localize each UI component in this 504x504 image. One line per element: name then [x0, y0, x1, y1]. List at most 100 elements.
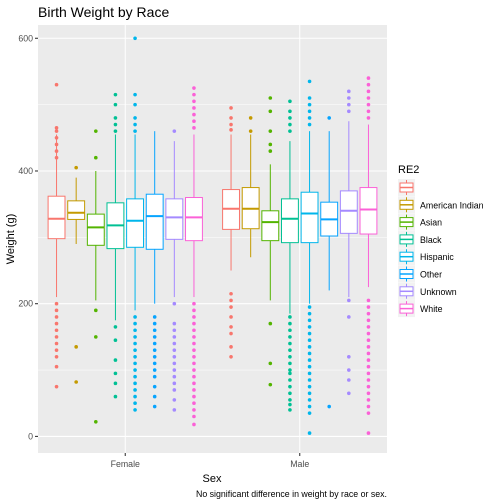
- legend-label: Black: [420, 235, 442, 245]
- outlier-point: [288, 335, 292, 339]
- outlier-point: [229, 128, 233, 132]
- outlier-point: [133, 388, 137, 392]
- outlier-point: [307, 371, 312, 376]
- outlier-point: [54, 142, 59, 147]
- legend-key: Hispanic: [398, 248, 454, 266]
- x-axis: Female Male: [111, 453, 309, 469]
- outlier-point: [268, 361, 273, 366]
- series-group: [86, 96, 280, 424]
- outlier-point: [54, 328, 59, 333]
- outlier-point: [366, 384, 371, 389]
- outlier-point: [347, 391, 351, 396]
- outlier-point: [192, 328, 196, 333]
- outlier-point: [307, 122, 312, 127]
- outlier-point: [133, 116, 137, 120]
- outlier-point: [366, 325, 371, 329]
- y-tick-label: 400: [18, 166, 33, 176]
- outlier-point: [366, 391, 371, 396]
- series-group: [47, 82, 240, 389]
- outlier-point: [113, 116, 118, 120]
- outlier-point: [307, 345, 312, 349]
- outlier-point: [54, 321, 59, 326]
- series-group: [165, 89, 358, 412]
- outlier-point: [192, 119, 196, 124]
- outlier-point: [268, 382, 273, 387]
- outlier-point: [113, 338, 118, 342]
- outlier-point: [172, 328, 177, 333]
- outlier-point: [307, 305, 312, 309]
- outlier-point: [192, 99, 196, 104]
- outlier-point: [172, 341, 177, 346]
- outlier-point: [152, 341, 157, 346]
- outlier-point: [94, 129, 98, 133]
- outlier-point: [192, 308, 196, 313]
- outlier-point: [288, 122, 292, 127]
- outlier-point: [172, 388, 177, 392]
- outlier-point: [54, 315, 59, 319]
- outlier-point: [113, 381, 118, 386]
- outlier-point: [133, 368, 137, 372]
- box: [47, 195, 66, 240]
- outlier-point: [54, 341, 59, 346]
- outlier-point: [288, 315, 292, 319]
- outlier-point: [366, 298, 371, 303]
- outlier-point: [172, 321, 177, 326]
- outlier-point: [113, 325, 118, 329]
- outlier-point: [152, 368, 157, 372]
- outlier-point: [307, 116, 312, 120]
- outlier-point: [366, 358, 371, 362]
- outlier-point: [366, 371, 371, 376]
- box: [300, 191, 319, 244]
- chart-title: Birth Weight by Race: [38, 4, 169, 20]
- outlier-point: [268, 96, 273, 100]
- outlier-point: [229, 305, 233, 309]
- outlier-point: [366, 305, 371, 309]
- box-series: [47, 36, 378, 435]
- outlier-point: [366, 398, 371, 402]
- legend-key: Other: [398, 265, 442, 283]
- outlier-point: [74, 345, 78, 349]
- outlier-point: [366, 364, 371, 369]
- outlier-point: [113, 102, 118, 107]
- outlier-point: [192, 361, 196, 366]
- series-group: [145, 116, 339, 409]
- outlier-point: [366, 76, 371, 80]
- outlier-point: [192, 422, 196, 427]
- outlier-point: [229, 331, 233, 336]
- outlier-point: [307, 431, 312, 435]
- legend-key: White: [398, 300, 443, 318]
- outlier-point: [366, 318, 371, 323]
- legend-title: RE2: [398, 164, 419, 176]
- outlier-point: [133, 92, 137, 97]
- outlier-point: [133, 348, 137, 352]
- outlier-point: [172, 129, 177, 133]
- outlier-point: [268, 142, 273, 147]
- outlier-point: [366, 89, 371, 94]
- outlier-point: [152, 348, 157, 352]
- outlier-point: [133, 374, 137, 379]
- outlier-point: [366, 109, 371, 114]
- outlier-point: [133, 408, 137, 412]
- outlier-point: [152, 404, 157, 409]
- outlier-point: [268, 321, 273, 326]
- outlier-point: [366, 351, 371, 356]
- outlier-point: [307, 102, 312, 107]
- box: [145, 193, 164, 250]
- outlier-point: [347, 378, 351, 382]
- outlier-point: [152, 394, 157, 399]
- outlier-point: [307, 398, 312, 402]
- outlier-point: [327, 116, 331, 120]
- outlier-point: [229, 345, 233, 349]
- outlier-point: [94, 420, 98, 424]
- outlier-point: [366, 411, 371, 415]
- outlier-point: [133, 315, 137, 319]
- outlier-point: [192, 388, 196, 392]
- outlier-point: [54, 155, 59, 160]
- outlier-point: [133, 129, 137, 133]
- outlier-point: [113, 129, 118, 133]
- outlier-point: [133, 328, 137, 333]
- outlier-point: [366, 345, 371, 349]
- outlier-point: [172, 368, 177, 372]
- legend-key: [398, 179, 415, 196]
